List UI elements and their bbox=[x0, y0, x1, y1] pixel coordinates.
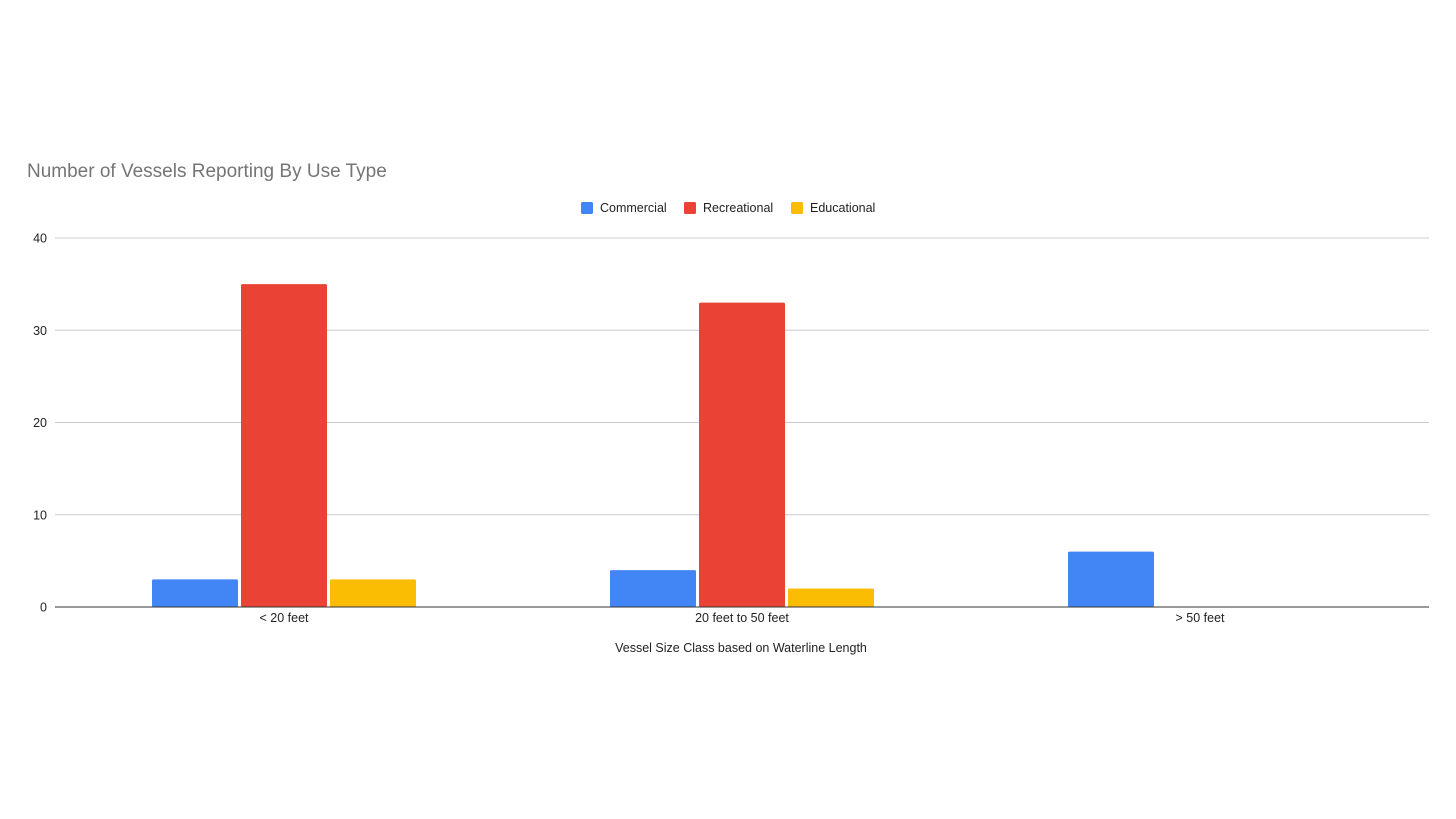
bar-commercial bbox=[610, 570, 696, 607]
chart-title: Number of Vessels Reporting By Use Type bbox=[27, 161, 387, 182]
y-tick-label: 10 bbox=[33, 508, 47, 522]
legend-label: Commercial bbox=[600, 201, 667, 215]
legend-swatch bbox=[791, 202, 803, 214]
bar-educational bbox=[330, 579, 416, 607]
bar-commercial bbox=[152, 579, 238, 607]
bar-educational bbox=[788, 588, 874, 607]
x-tick-label: < 20 feet bbox=[260, 611, 310, 625]
legend-item: Commercial bbox=[581, 201, 667, 215]
bar-recreational bbox=[699, 302, 785, 607]
x-tick-label: 20 feet to 50 feet bbox=[695, 611, 789, 625]
legend-item: Educational bbox=[791, 201, 875, 215]
legend-swatch bbox=[581, 202, 593, 214]
legend-label: Educational bbox=[810, 201, 875, 215]
y-tick-label: 20 bbox=[33, 416, 47, 430]
y-tick-label: 30 bbox=[33, 324, 47, 338]
legend-item: Recreational bbox=[684, 201, 773, 215]
bar-commercial bbox=[1068, 551, 1154, 607]
y-tick-label: 40 bbox=[33, 232, 47, 246]
x-tick-label: > 50 feet bbox=[1176, 611, 1226, 625]
bar-recreational bbox=[241, 284, 327, 607]
legend-swatch bbox=[684, 202, 696, 214]
legend-label: Recreational bbox=[703, 201, 773, 215]
x-axis-title: Vessel Size Class based on Waterline Len… bbox=[615, 641, 867, 655]
y-tick-label: 0 bbox=[40, 601, 47, 615]
legend: Commercial Recreational Educational bbox=[581, 201, 875, 215]
